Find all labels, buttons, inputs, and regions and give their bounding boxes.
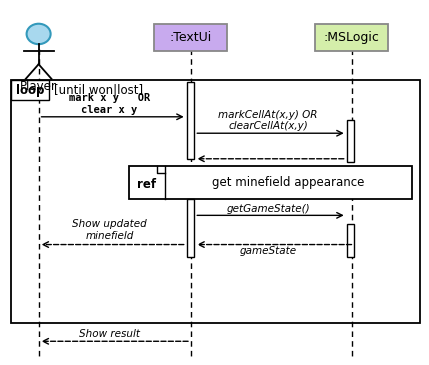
Circle shape [27, 24, 51, 44]
Text: loop: loop [16, 84, 44, 97]
Bar [347, 120, 354, 162]
Bar [347, 224, 354, 257]
Text: gameState: gameState [239, 246, 297, 256]
Text: ref: ref [137, 178, 157, 191]
Bar [187, 82, 194, 159]
Text: Show result: Show result [79, 330, 140, 339]
Bar [187, 199, 194, 257]
Text: [until won|lost]: [until won|lost] [54, 84, 144, 97]
Bar [11, 80, 49, 100]
Bar [11, 80, 420, 323]
Text: :MSLogic: :MSLogic [324, 31, 380, 44]
Bar [129, 166, 412, 199]
Bar [315, 24, 388, 51]
Text: Player: Player [20, 80, 57, 93]
Text: getGameState(): getGameState() [227, 204, 310, 214]
Text: Show updated
minefield: Show updated minefield [72, 219, 147, 241]
Text: get minefield appearance: get minefield appearance [212, 176, 365, 189]
Text: :TextUi: :TextUi [170, 31, 212, 44]
Text: mark x y   OR
clear x y: mark x y OR clear x y [69, 93, 150, 115]
Bar [154, 24, 227, 51]
Text: markCellAt(x,y) OR
clearCellAt(x,y): markCellAt(x,y) OR clearCellAt(x,y) [218, 110, 318, 131]
